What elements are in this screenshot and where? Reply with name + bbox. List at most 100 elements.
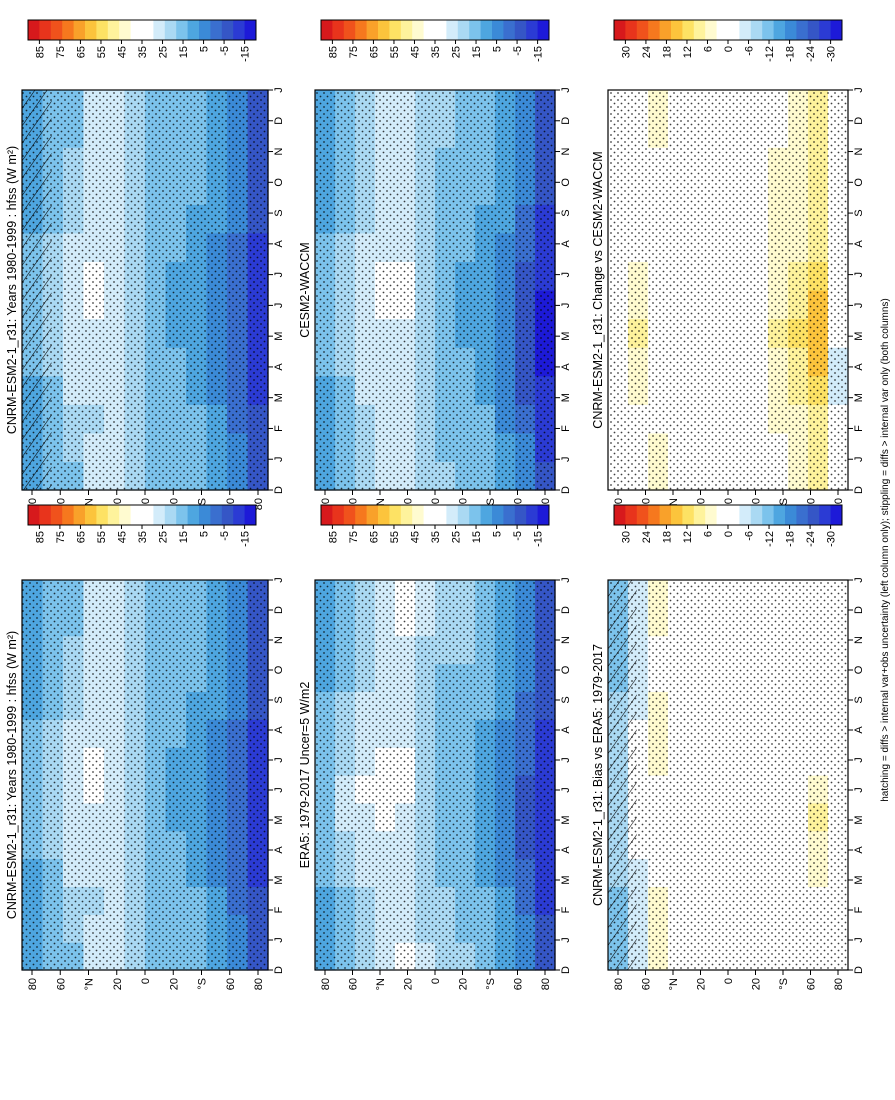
colorbar-swatch <box>332 20 345 40</box>
colorbar-swatch <box>796 20 809 40</box>
colorbar-tick-label: 6 <box>702 531 714 537</box>
colorbar-tick-label: 65 <box>368 46 380 58</box>
colorbar-tick-label: 25 <box>451 531 463 543</box>
colorbar-5: 30 24 18 12 6 0 -6 -12 -18 -24 -30 <box>613 504 843 547</box>
month-tick-label: J <box>853 272 865 278</box>
month-tick-label: D <box>853 966 865 974</box>
month-tick-label: J <box>560 757 572 763</box>
colorbar-tick-label: -6 <box>744 46 756 56</box>
colorbar-swatch <box>199 505 211 525</box>
lat-tick-label: 20 <box>696 978 708 990</box>
colorbar-swatch <box>671 20 683 40</box>
colorbar-tick-label: 6 <box>702 46 714 52</box>
lat-tick-label: °N <box>375 978 387 990</box>
colorbar-swatch <box>332 505 345 525</box>
month-tick-label: S <box>273 696 285 703</box>
colorbar-swatch <box>773 20 786 40</box>
colorbar-swatch <box>153 20 166 40</box>
lat-tick-label: 60 <box>641 978 653 990</box>
lat-tick-label: 80 <box>320 978 332 990</box>
month-tick-label: S <box>853 209 865 216</box>
colorbar-tick-label: 35 <box>137 46 149 58</box>
colorbar-swatch <box>762 20 774 40</box>
colorbar-swatch <box>514 20 527 40</box>
colorbar-swatch <box>50 20 63 40</box>
lat-tick-label: 20 <box>403 978 415 990</box>
colorbar-swatch <box>210 505 223 525</box>
month-tick-label: A <box>560 363 572 371</box>
colorbar-tick-label: 75 <box>348 531 360 543</box>
colorbar-tick-label: 5 <box>492 46 504 52</box>
colorbar-swatch <box>830 505 843 525</box>
colorbar-swatch <box>389 505 402 525</box>
panel-title: ERA5: 1979-2017 Uncer=5 W/m2 <box>298 682 312 869</box>
month-tick-label: J <box>853 303 865 309</box>
month-tick-label: M <box>273 393 285 402</box>
month-tick-label: O <box>560 178 572 187</box>
month-tick-label: F <box>853 906 865 913</box>
panel-title: CNRM-ESM2-1_r31: Bias vs ERA5: 1979-2017 <box>591 644 605 906</box>
colorbar-tick-label: 45 <box>116 531 128 543</box>
colorbar-tick-label: -15 <box>533 531 545 547</box>
colorbar-swatch <box>636 505 649 525</box>
month-tick-label: O <box>560 665 572 674</box>
month-tick-label: M <box>560 393 572 402</box>
colorbar-swatch <box>796 505 809 525</box>
colorbar-tick-label: -15 <box>240 46 252 62</box>
month-tick-label: J <box>560 577 572 583</box>
colorbar-swatch <box>176 505 188 525</box>
colorbar-tick-label: 55 <box>389 531 401 543</box>
month-tick-label: J <box>560 272 572 278</box>
colorbar-swatch <box>705 20 717 40</box>
month-tick-label: J <box>853 937 865 943</box>
stipple-overlay <box>608 90 848 490</box>
colorbar-swatch <box>819 505 831 525</box>
month-tick-label: J <box>273 757 285 763</box>
colorbar-swatch <box>682 505 695 525</box>
colorbar-swatch <box>457 505 470 525</box>
month-tick-label: F <box>560 425 572 432</box>
colorbar-swatch <box>423 505 436 525</box>
colorbar-tick-label: 25 <box>451 46 463 58</box>
stipple-overlay <box>22 90 268 490</box>
month-tick-label: O <box>853 665 865 674</box>
colorbar-swatch <box>492 505 504 525</box>
colorbar-tick-label: 45 <box>409 46 421 58</box>
month-tick-label: J <box>273 272 285 278</box>
colorbar-swatch <box>343 505 356 525</box>
colorbar-swatch <box>435 20 447 40</box>
month-tick-label: D <box>560 606 572 614</box>
colorbar-tick-label: 35 <box>137 531 149 543</box>
month-tick-label: N <box>853 636 865 644</box>
colorbar-swatch <box>537 20 550 40</box>
colorbar-tick-label: -30 <box>826 46 838 62</box>
colorbar-swatch <box>412 505 424 525</box>
month-tick-label: M <box>273 332 285 341</box>
colorbar-swatch <box>119 20 131 40</box>
panel-title: CNRM-ESM2-1_r31: Years 1980-1999 : hfss … <box>5 631 19 919</box>
month-tick-label: M <box>560 875 572 884</box>
lat-tick-label: °N <box>84 978 96 990</box>
colorbar-tick-label: -15 <box>533 46 545 62</box>
colorbar-swatch <box>785 20 797 40</box>
colorbar-tick-label: -18 <box>785 46 797 62</box>
month-tick-label: A <box>853 240 865 248</box>
colorbar-swatch <box>39 505 52 525</box>
colorbar-tick-label: 85 <box>34 531 46 543</box>
colorbar-swatch <box>526 20 538 40</box>
colorbar-swatch <box>503 20 516 40</box>
month-tick-label: M <box>273 875 285 884</box>
colorbar-swatch <box>423 20 436 40</box>
colorbar-swatch <box>671 505 683 525</box>
colorbar-swatch <box>96 505 109 525</box>
month-tick-label: M <box>853 875 865 884</box>
colorbar-swatch <box>343 20 356 40</box>
hatch-overlay <box>22 90 52 490</box>
colorbar-swatch <box>807 20 820 40</box>
colorbar-tick-label: 85 <box>327 531 339 543</box>
colorbar-tick-label: 15 <box>178 531 190 543</box>
month-tick-label: D <box>273 117 285 125</box>
colorbar-tick-label: 5 <box>199 531 211 537</box>
month-tick-label: A <box>853 726 865 734</box>
month-tick-label: A <box>273 846 285 854</box>
